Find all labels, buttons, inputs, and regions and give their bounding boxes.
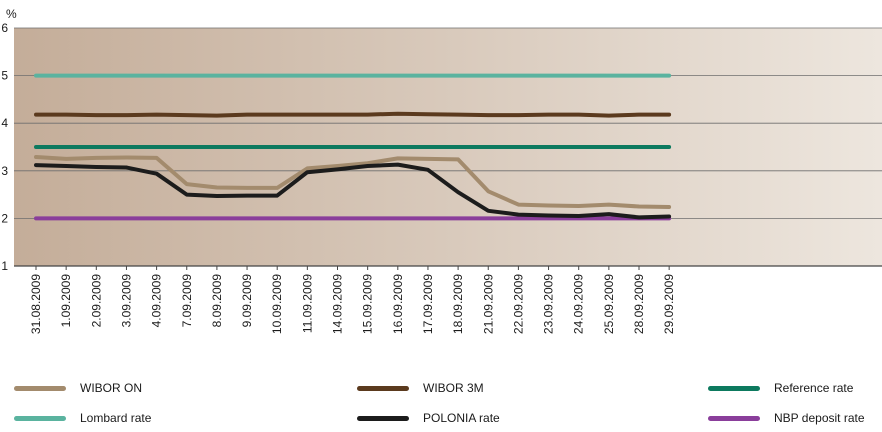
- legend-swatch-wibor-on: [14, 385, 66, 391]
- series-line-wibor-3m: [34, 111, 672, 118]
- legend-label-lombard-rate: Lombard rate: [80, 411, 152, 425]
- y-tick-label: 2: [1, 211, 8, 225]
- y-tick-label: 5: [1, 69, 8, 83]
- x-tick-label: 1.09.2009: [59, 274, 73, 328]
- series-lines: [34, 73, 672, 221]
- x-tick-label: 23.09.2009: [542, 274, 556, 334]
- series-line-wibor-on: [34, 155, 672, 209]
- legend: WIBOR ON WIBOR 3M Reference rate Lombard…: [0, 370, 882, 432]
- x-tick-label: 2.09.2009: [89, 274, 103, 328]
- legend-label-wibor-on: WIBOR ON: [80, 381, 142, 395]
- y-tick-label: 3: [1, 164, 8, 178]
- y-tick-label: 6: [1, 21, 8, 35]
- x-tick-label: 29.09.2009: [662, 274, 676, 334]
- x-axis: 31.08.2009 1.09.2009 2.09.2009 3.09.2009 4.0…: [29, 266, 676, 334]
- x-tick-label: 24.09.2009: [572, 274, 586, 334]
- x-tick-label: 16.09.2009: [391, 274, 405, 334]
- x-tick-label: 17.09.2009: [421, 274, 435, 334]
- x-tick-label: 25.09.2009: [602, 274, 616, 334]
- legend-swatch-nbp-deposit-rate: [708, 415, 760, 421]
- x-tick-label: 8.09.2009: [210, 274, 224, 328]
- legend-swatch-wibor-3m: [357, 385, 409, 391]
- x-tick-label: 15.09.2009: [361, 274, 375, 334]
- y-axis-unit: %: [6, 7, 17, 21]
- legend-item-polonia-rate: POLONIA rate: [357, 410, 500, 426]
- y-axis: 1 2 3 4 5 6: [1, 21, 8, 273]
- x-tick-label: 3.09.2009: [119, 274, 133, 328]
- legend-item-wibor-3m: WIBOR 3M: [357, 380, 484, 396]
- legend-item-lombard-rate: Lombard rate: [14, 410, 151, 426]
- legend-item-wibor-on: WIBOR ON: [14, 380, 142, 396]
- x-tick-label: 11.09.2009: [300, 274, 314, 333]
- x-tick-label: 14.09.2009: [331, 274, 345, 334]
- x-tick-label: 31.08.2009: [29, 274, 43, 334]
- legend-label-wibor-3m: WIBOR 3M: [423, 381, 484, 395]
- legend-item-nbp-deposit-rate: NBP deposit rate: [708, 410, 865, 426]
- legend-label-nbp-deposit-rate: NBP deposit rate: [774, 411, 865, 425]
- y-tick-label: 1: [1, 259, 8, 273]
- x-tick-label: 22.09.2009: [511, 274, 525, 334]
- legend-swatch-polonia-rate: [357, 415, 409, 421]
- legend-label-reference-rate: Reference rate: [774, 381, 854, 395]
- x-tick-label: 7.09.2009: [180, 274, 194, 328]
- legend-swatch-reference-rate: [708, 385, 760, 391]
- series-line-polonia-rate: [34, 162, 672, 220]
- legend-label-polonia-rate: POLONIA rate: [423, 411, 500, 425]
- legend-item-reference-rate: Reference rate: [708, 380, 853, 396]
- legend-swatch-lombard-rate: [14, 415, 66, 421]
- x-tick-label: 21.09.2009: [481, 274, 495, 334]
- x-tick-label: 18.09.2009: [451, 274, 465, 334]
- x-tick-label: 10.09.2009: [270, 274, 284, 334]
- x-tick-label: 9.09.2009: [240, 274, 254, 328]
- x-tick-label: 28.09.2009: [632, 274, 646, 334]
- rates-chart: % 1 2 3 4 5 6 31.08.2009 1.09.2009 2.09.2009 3.0…: [1, 7, 882, 334]
- x-tick-label: 4.09.2009: [150, 274, 164, 328]
- y-tick-label: 4: [1, 116, 8, 130]
